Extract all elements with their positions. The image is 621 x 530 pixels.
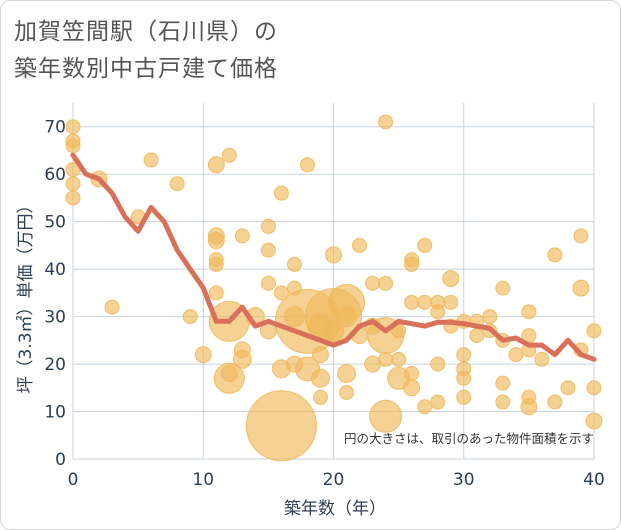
bubble bbox=[299, 157, 315, 173]
bubble bbox=[456, 370, 472, 386]
bubble bbox=[404, 366, 420, 382]
bubble bbox=[495, 375, 511, 391]
bubble bbox=[547, 394, 563, 410]
grid-lines bbox=[72, 103, 595, 460]
bubble bbox=[521, 304, 537, 320]
bubble bbox=[585, 412, 603, 430]
bubble bbox=[65, 190, 81, 206]
y-tick-label: 40 bbox=[44, 260, 66, 280]
bubble bbox=[378, 275, 394, 291]
bubble bbox=[534, 351, 550, 367]
bubble bbox=[417, 294, 433, 310]
bubble bbox=[378, 114, 394, 130]
bubble bbox=[417, 237, 433, 253]
title-line-2: 築年数別中古戸建て価格 bbox=[14, 56, 278, 82]
bubble bbox=[508, 347, 524, 363]
bubble bbox=[430, 304, 446, 320]
bubble bbox=[430, 356, 446, 372]
bubble bbox=[417, 399, 433, 415]
bubble bbox=[391, 351, 407, 367]
x-tick-label: 40 bbox=[583, 470, 605, 490]
bubble bbox=[443, 294, 459, 310]
bubble bbox=[273, 185, 289, 201]
bubble bbox=[194, 346, 212, 364]
bubble bbox=[232, 349, 252, 369]
y-tick-label: 30 bbox=[44, 308, 66, 328]
bubble bbox=[169, 176, 185, 192]
bubble bbox=[260, 242, 276, 258]
axis-ticks: 0 10 20 30 40 0 10 20 30 40 50 60 70 bbox=[44, 118, 604, 490]
x-tick-label: 10 bbox=[192, 470, 214, 490]
bubble bbox=[365, 275, 381, 291]
bubble bbox=[586, 380, 602, 396]
bubble bbox=[182, 309, 198, 325]
bubble bbox=[273, 285, 289, 301]
x-axis-label: 築年数（年） bbox=[284, 499, 386, 519]
title-line-1: 加賀笠間駅（石川県）の bbox=[14, 19, 278, 45]
bubble bbox=[245, 390, 317, 462]
y-axis-label: 坪（3.3㎡）単価（万円） bbox=[16, 196, 36, 393]
bubble bbox=[311, 346, 329, 364]
bubble bbox=[339, 385, 355, 401]
bubble bbox=[404, 294, 420, 310]
chart-title: 加賀笠間駅（石川県）の 築年数別中古戸建て価格 bbox=[14, 14, 278, 88]
bubble bbox=[208, 285, 224, 301]
bubble bbox=[234, 228, 250, 244]
bubble bbox=[323, 320, 344, 342]
bubble bbox=[207, 156, 225, 174]
bubble bbox=[260, 218, 276, 234]
bubble bbox=[560, 380, 576, 396]
bubble bbox=[325, 246, 342, 264]
bubble bbox=[404, 256, 420, 272]
bubble bbox=[520, 398, 538, 416]
bubble bbox=[337, 364, 357, 384]
bubble bbox=[221, 147, 237, 163]
y-tick-label: 20 bbox=[44, 355, 66, 375]
bubble bbox=[286, 256, 302, 272]
y-tick-label: 60 bbox=[44, 165, 66, 185]
bubble bbox=[586, 323, 602, 339]
bubble bbox=[312, 389, 328, 405]
bubble bbox=[442, 270, 460, 288]
bubble bbox=[260, 275, 276, 291]
bubble bbox=[495, 394, 511, 410]
bubble bbox=[403, 379, 421, 397]
bubble bbox=[143, 152, 159, 168]
bubble bbox=[456, 389, 472, 405]
bubble bbox=[65, 138, 81, 154]
bubble bbox=[208, 256, 224, 272]
bubble bbox=[572, 279, 590, 297]
bubble bbox=[104, 299, 120, 315]
bubble bbox=[220, 365, 238, 383]
y-tick-label: 0 bbox=[55, 450, 66, 470]
bubble bbox=[469, 328, 485, 344]
y-tick-label: 10 bbox=[44, 403, 66, 423]
y-tick-label: 70 bbox=[44, 118, 66, 138]
x-tick-label: 20 bbox=[323, 470, 345, 490]
x-tick-label: 0 bbox=[68, 470, 79, 490]
bubble bbox=[207, 232, 225, 250]
bubble bbox=[430, 394, 446, 410]
size-note: 円の大きさは、取引のあった物件面積を示す bbox=[344, 431, 594, 446]
bubble bbox=[65, 176, 81, 192]
bubble bbox=[495, 280, 511, 296]
trend-line bbox=[70, 152, 597, 362]
bubble bbox=[310, 368, 330, 388]
bubble bbox=[352, 237, 368, 253]
bubble bbox=[378, 351, 394, 367]
bubble bbox=[573, 228, 589, 244]
bubble bbox=[482, 309, 498, 325]
y-tick-label: 50 bbox=[44, 213, 66, 233]
bubble bbox=[369, 399, 403, 433]
bubble bbox=[547, 247, 563, 263]
x-tick-label: 30 bbox=[453, 470, 475, 490]
bubble bbox=[456, 347, 472, 363]
bubble bbox=[336, 306, 358, 328]
bubble bbox=[65, 119, 81, 135]
